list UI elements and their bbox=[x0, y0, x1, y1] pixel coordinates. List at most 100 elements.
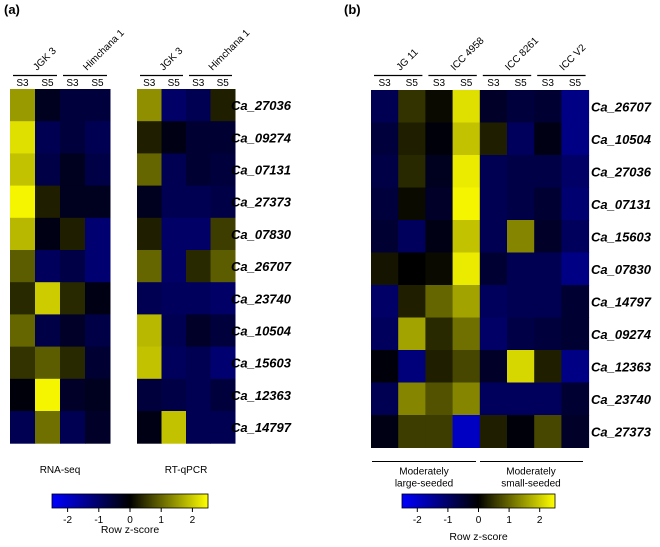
group-label: JGK 3 bbox=[31, 45, 59, 73]
heatmap-cell bbox=[398, 122, 426, 156]
heatmap-cell bbox=[161, 346, 187, 380]
heatmap-cell bbox=[425, 90, 454, 123]
row-label: Ca_07131 bbox=[231, 163, 291, 178]
heatmap-cell bbox=[507, 90, 535, 123]
heatmap-cell bbox=[85, 185, 111, 219]
heatmap-cell bbox=[371, 252, 399, 286]
legend-colorbar bbox=[51, 493, 209, 509]
heatmap-cell bbox=[479, 382, 508, 416]
panel-label: (a) bbox=[4, 2, 20, 17]
row-label: Ca_07131 bbox=[591, 197, 651, 212]
row-label: Ca_27036 bbox=[591, 164, 652, 179]
heatmap-cell bbox=[210, 314, 236, 348]
heatmap-cell bbox=[452, 155, 481, 188]
column-label: S5 bbox=[217, 78, 230, 89]
group-label: ICC 4958 bbox=[449, 35, 487, 73]
column-label: S5 bbox=[406, 78, 419, 89]
heatmap-cell bbox=[10, 378, 36, 412]
heatmap-cell bbox=[561, 415, 590, 448]
heatmap-cell bbox=[137, 346, 162, 380]
row-label: Ca_26707 bbox=[591, 99, 652, 114]
heatmap-cell bbox=[137, 89, 162, 122]
column-label: S3 bbox=[143, 78, 156, 89]
heatmap-cell bbox=[561, 350, 590, 383]
heatmap-cell bbox=[161, 121, 187, 154]
heatmap-cell bbox=[35, 89, 61, 122]
heatmap-cell bbox=[507, 350, 535, 383]
legend-tick-label: 0 bbox=[476, 515, 482, 526]
heatmap-cell bbox=[479, 155, 508, 188]
heatmap-cell bbox=[561, 382, 590, 416]
heatmap-cell bbox=[137, 411, 162, 444]
row-label: Ca_07830 bbox=[231, 227, 292, 242]
heatmap-cell bbox=[161, 89, 187, 122]
column-label: S5 bbox=[91, 78, 104, 89]
heatmap-cell bbox=[479, 122, 508, 156]
heatmap-cell bbox=[371, 220, 399, 253]
heatmap-cell bbox=[161, 153, 187, 187]
row-label: Ca_23740 bbox=[231, 291, 292, 306]
heatmap-cell bbox=[507, 155, 535, 188]
heatmap-cell bbox=[161, 250, 187, 283]
heatmap-cell bbox=[371, 155, 399, 188]
heatmap-cell bbox=[186, 217, 211, 251]
heatmap-cell bbox=[534, 90, 562, 123]
row-label: Ca_14797 bbox=[231, 420, 292, 435]
seed-group-label: large-seeded bbox=[395, 479, 453, 490]
heatmap-cell bbox=[10, 185, 36, 219]
heatmap-cell bbox=[371, 415, 399, 448]
heatmap-cell bbox=[60, 89, 86, 122]
heatmap-cell bbox=[534, 252, 562, 286]
column-label: S3 bbox=[487, 78, 500, 89]
row-label: Ca_27036 bbox=[231, 98, 292, 113]
heatmap-cell bbox=[398, 220, 426, 253]
heatmap-cell bbox=[137, 314, 162, 348]
heatmap-cell bbox=[10, 411, 36, 444]
heatmap-cell bbox=[60, 282, 86, 315]
heatmap-cell bbox=[534, 122, 562, 156]
row-label: Ca_12363 bbox=[231, 388, 292, 403]
heatmap-cell bbox=[137, 217, 162, 251]
heatmap-cell bbox=[425, 252, 454, 286]
column-label: S3 bbox=[66, 78, 79, 89]
heatmap-cell bbox=[161, 378, 187, 412]
column-label: S5 bbox=[569, 78, 582, 89]
heatmap-cell bbox=[534, 187, 562, 221]
heatmap-cell bbox=[10, 346, 36, 380]
heatmap-cell bbox=[425, 122, 454, 156]
heatmap-cell bbox=[398, 382, 426, 416]
heatmap-cell bbox=[534, 350, 562, 383]
heatmap-cell bbox=[35, 217, 61, 251]
heatmap-cell bbox=[425, 187, 454, 221]
heatmap-cell bbox=[561, 285, 590, 318]
heatmap-cell bbox=[85, 346, 111, 380]
seed-group-label: Moderately bbox=[506, 467, 555, 478]
heatmap-cell bbox=[371, 187, 399, 221]
heatmap-cell bbox=[60, 185, 86, 219]
heatmap-cell bbox=[60, 121, 86, 154]
heatmap-cell bbox=[161, 411, 187, 444]
heatmap-cell bbox=[10, 89, 36, 122]
heatmap-cell bbox=[10, 282, 36, 315]
row-label: Ca_15603 bbox=[591, 229, 652, 244]
heatmap-cell bbox=[479, 415, 508, 448]
heatmap-cell bbox=[507, 382, 535, 416]
heatmap-cell bbox=[210, 250, 236, 283]
group-label: JG 11 bbox=[395, 47, 421, 73]
heatmap-cell bbox=[161, 185, 187, 219]
heatmap-cell bbox=[35, 121, 61, 154]
row-label: Ca_10504 bbox=[231, 324, 292, 339]
heatmap-cell bbox=[534, 155, 562, 188]
heatmap-cell bbox=[534, 415, 562, 448]
heatmap-cell bbox=[85, 217, 111, 251]
heatmap-cell bbox=[60, 153, 86, 187]
heatmap-cell bbox=[137, 121, 162, 154]
heatmap-cell bbox=[452, 350, 481, 383]
column-label: S5 bbox=[168, 78, 181, 89]
heatmap-cell bbox=[60, 217, 86, 251]
heatmap-cell bbox=[186, 185, 211, 219]
group-label: Himchana 1 bbox=[207, 27, 253, 73]
heatmap-cell bbox=[186, 282, 211, 315]
legend-tick-label: -2 bbox=[413, 515, 422, 526]
